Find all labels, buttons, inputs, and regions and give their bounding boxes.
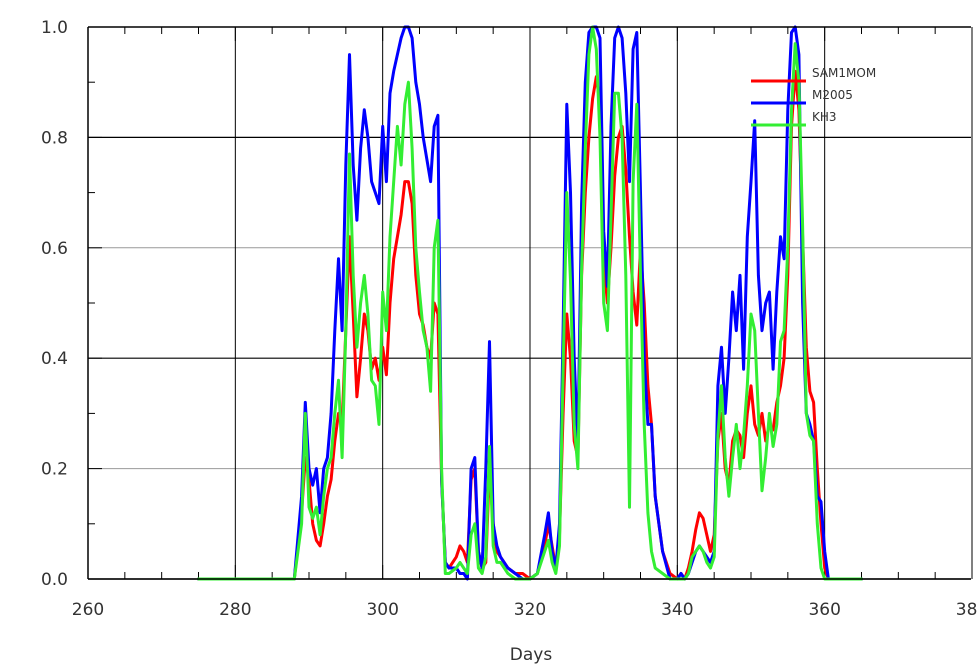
y-tick-label: 0.2	[41, 460, 68, 480]
legend-label: SAM1MOM	[812, 66, 876, 80]
y-tick-label: 0.8	[41, 128, 68, 148]
y-tick-label: 0.6	[41, 239, 68, 259]
axis-ticks	[87, 26, 936, 580]
series-line-m2005	[197, 25, 863, 581]
y-tick-label: 1.0	[41, 18, 68, 38]
y-tick-label: 0.4	[41, 349, 68, 369]
grid	[88, 26, 973, 580]
legend-label: KH3	[812, 110, 837, 124]
x-tick-label: 320	[514, 600, 546, 620]
x-tick-label: 280	[219, 600, 251, 620]
x-tick-label: 380	[956, 600, 977, 620]
axes	[87, 26, 971, 580]
legend: SAM1MOM M2005 KH3	[751, 66, 876, 127]
series-line-kh3	[197, 25, 863, 581]
x-tick-label: 260	[72, 600, 104, 620]
series-lines	[197, 25, 863, 581]
legend-label: M2005	[812, 88, 853, 102]
x-tick-label: 300	[366, 600, 398, 620]
x-tick-label: 340	[661, 600, 693, 620]
y-tick-label: 0.0	[41, 570, 68, 590]
x-axis-label: Days	[510, 645, 553, 665]
tick-labels: 0.0 0.2 0.4 0.6 0.8 1.0 260 280 300 320 340 360 380	[41, 18, 977, 620]
x-tick-label: 360	[808, 600, 840, 620]
